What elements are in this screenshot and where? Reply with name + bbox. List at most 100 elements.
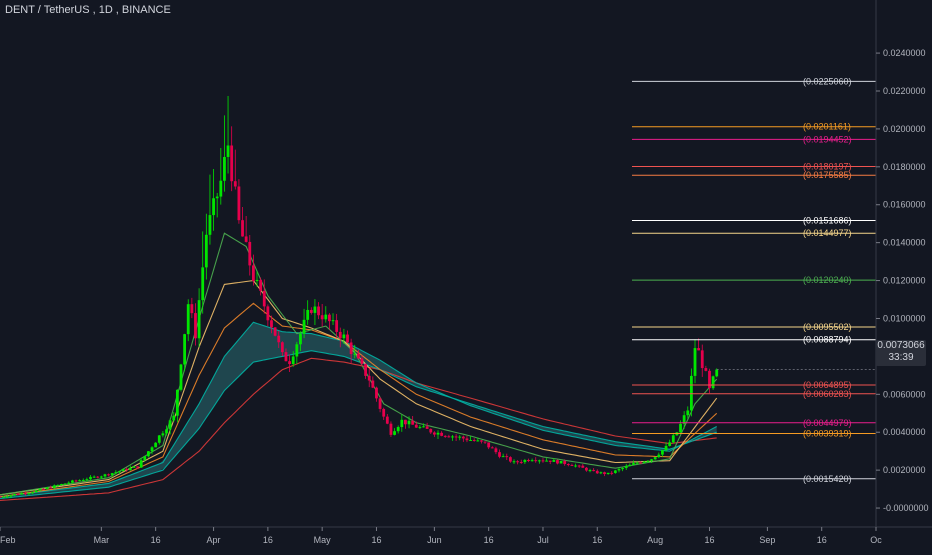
candle-body: [385, 416, 389, 424]
candle-body: [78, 480, 82, 482]
candle-body: [284, 352, 288, 362]
candle-body: [679, 423, 682, 433]
candle-body: [378, 398, 382, 409]
candle-body: [270, 320, 273, 328]
candle-body: [302, 319, 306, 334]
x-tick-label: Feb: [0, 535, 16, 545]
candle-body: [530, 460, 534, 462]
x-tick-label: Apr: [207, 535, 221, 545]
candle-body: [621, 468, 625, 470]
ma-line-2: [0, 321, 717, 498]
x-tick-label: Jul: [537, 535, 549, 545]
candle-body: [262, 290, 266, 307]
candle-body: [92, 476, 96, 478]
last-price-tag: 0.0073066 33:39: [876, 340, 926, 366]
candle-body: [226, 145, 230, 157]
candle-body: [132, 466, 136, 468]
candle-body: [487, 442, 491, 448]
candle-body: [617, 469, 621, 471]
candle-body: [407, 420, 411, 425]
candle-body: [451, 436, 454, 438]
candle-body: [414, 424, 418, 428]
candle-body: [34, 490, 38, 493]
candle-body: [38, 488, 42, 491]
candle-body: [476, 440, 480, 442]
x-tick-label: Mar: [94, 535, 110, 545]
candle-body: [454, 436, 458, 438]
candle-body: [107, 474, 110, 476]
candle-body: [671, 435, 675, 443]
candle-body: [230, 145, 234, 182]
candle-body: [393, 431, 396, 435]
candle-body: [693, 348, 697, 376]
fib-level-label: (0.0039319): [803, 429, 852, 439]
candle-body: [280, 342, 284, 353]
candle-body: [516, 461, 520, 463]
candle-body: [527, 459, 530, 461]
candle-body: [364, 363, 368, 376]
candle-body: [85, 479, 89, 481]
candle-body: [639, 462, 643, 464]
candle-body: [9, 495, 13, 497]
candle-body: [60, 483, 63, 486]
candle-body: [610, 472, 614, 474]
y-tick-label: 0.0200000: [883, 124, 926, 134]
candle-body: [70, 480, 74, 483]
candle-body: [320, 315, 324, 320]
x-tick-label: May: [314, 535, 332, 545]
x-tick-label: 16: [704, 535, 714, 545]
candle-body: [664, 445, 668, 451]
y-tick-label: -0.0000000: [883, 503, 929, 513]
candle-body: [150, 447, 154, 452]
fib-extension[interactable]: (0.0225060) (0.0201161) (0.0194452) (0.0180…: [632, 76, 876, 484]
candle-body: [613, 470, 617, 473]
fib-level-label: (0.0015420): [803, 474, 852, 484]
fib-level-label: (0.0194452): [803, 134, 852, 144]
candle-body: [13, 494, 16, 496]
candle-body: [585, 467, 588, 471]
candle-body: [635, 462, 639, 464]
candle-body: [338, 331, 342, 339]
candle-body: [646, 460, 650, 462]
candle-body: [400, 419, 404, 428]
candle-body: [99, 476, 103, 478]
fib-level-label: (0.0060283): [803, 389, 852, 399]
candle-body: [45, 487, 49, 489]
candle-body: [382, 408, 386, 417]
candle-body: [165, 429, 168, 434]
candle-body: [309, 309, 313, 313]
moving-averages: [0, 232, 718, 502]
candle-body: [534, 460, 538, 462]
candle-body: [461, 436, 465, 439]
ma-line-1: [0, 350, 717, 500]
candle-body: [689, 375, 693, 411]
candle-body: [469, 439, 472, 441]
candle-body: [650, 459, 653, 461]
candle-body: [523, 459, 527, 463]
candle-body: [179, 364, 183, 390]
candle-body: [440, 432, 444, 436]
candle-body: [425, 426, 429, 429]
fib-level-label: (0.0144977): [803, 228, 852, 238]
candle-body: [121, 469, 125, 472]
candle-body: [697, 348, 701, 351]
candle-body: [603, 472, 606, 475]
y-tick-label: 0.0020000: [883, 465, 926, 475]
candle-body: [429, 428, 433, 433]
candle-body: [56, 485, 60, 487]
interval-label: 1D: [98, 4, 113, 16]
candles: [0, 96, 719, 499]
candle-body: [128, 467, 132, 471]
candle-body: [653, 457, 657, 460]
candle-body: [418, 426, 422, 428]
candle-body: [432, 432, 436, 435]
candle-body: [501, 456, 505, 458]
candle-body: [715, 369, 719, 377]
candle-body: [498, 452, 501, 457]
candle-body: [657, 454, 661, 458]
x-tick-label: Oc: [870, 535, 882, 545]
candle-body: [208, 215, 212, 235]
candle-body: [251, 265, 255, 282]
